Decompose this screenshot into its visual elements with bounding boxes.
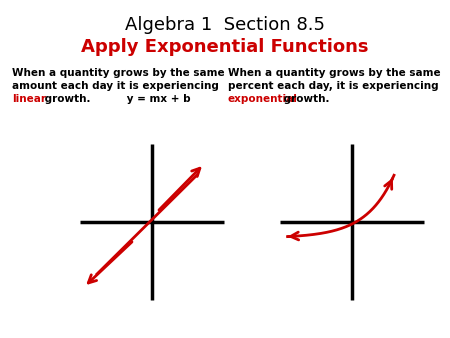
Text: Algebra 1  Section 8.5: Algebra 1 Section 8.5	[125, 16, 325, 34]
Text: exponential: exponential	[228, 94, 298, 104]
Text: percent each day, it is experiencing: percent each day, it is experiencing	[228, 81, 439, 91]
Text: When a quantity grows by the same: When a quantity grows by the same	[12, 68, 225, 78]
Text: When a quantity grows by the same: When a quantity grows by the same	[228, 68, 441, 78]
Text: growth.          y = mx + b: growth. y = mx + b	[41, 94, 191, 104]
Text: linear: linear	[12, 94, 46, 104]
Text: Apply Exponential Functions: Apply Exponential Functions	[81, 38, 369, 56]
Text: amount each day it is experiencing: amount each day it is experiencing	[12, 81, 219, 91]
Text: growth.: growth.	[280, 94, 329, 104]
